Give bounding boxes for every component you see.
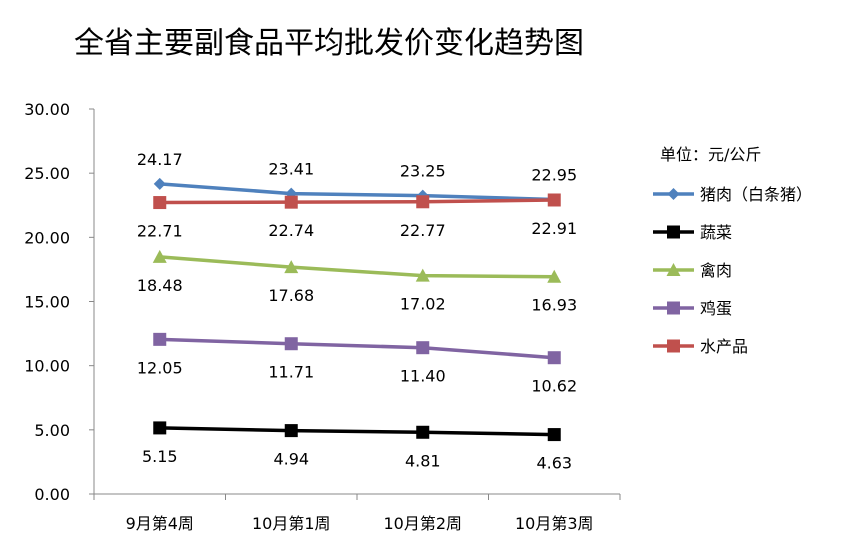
legend-label: 猪肉（白条猪） (700, 185, 812, 204)
legend-item: 猪肉（白条猪） (653, 185, 812, 204)
y-tick-label: 25.00 (24, 164, 70, 183)
legend-item: 水产品 (653, 337, 748, 356)
data-label: 17.02 (400, 295, 446, 314)
series-4 (153, 193, 561, 210)
data-point (153, 421, 167, 435)
data-point (416, 341, 430, 355)
legend-marker (667, 339, 680, 353)
data-label: 11.71 (268, 363, 314, 382)
series-line (159, 255, 555, 279)
data-label: 16.93 (531, 296, 577, 315)
data-point (153, 196, 167, 210)
series-line (159, 337, 555, 360)
y-tick-label: 0.00 (34, 485, 70, 504)
data-label: 4.81 (405, 451, 441, 470)
data-point (416, 425, 430, 439)
legend-label: 禽肉 (700, 261, 732, 280)
legend-marker (666, 263, 681, 276)
y-tick-label: 20.00 (24, 228, 70, 247)
x-tick-label: 10月第1周 (252, 514, 331, 533)
y-tick-label: 15.00 (24, 293, 70, 312)
data-label: 12.05 (137, 358, 183, 377)
data-point (284, 337, 298, 351)
y-tick-label: 5.00 (34, 421, 70, 440)
data-point (153, 177, 166, 190)
series-2 (152, 249, 562, 283)
data-point (284, 260, 299, 274)
data-label: 18.48 (137, 276, 183, 295)
x-tick-label: 9月第4周 (126, 514, 194, 533)
data-point (284, 195, 298, 209)
x-tick-label: 10月第3周 (515, 514, 594, 533)
x-tick-label: 10月第2周 (383, 514, 462, 533)
legend-marker (667, 188, 680, 200)
series-layer (152, 177, 562, 442)
series-line (159, 198, 555, 205)
data-label: 10.62 (531, 377, 577, 396)
data-labels: 24.17 23.41 23.25 22.95 5.15 4.94 4.81 4.63 18.4… (137, 150, 577, 473)
legend-unit-label: 单位：元/公斤 (660, 145, 761, 164)
data-label: 23.41 (268, 160, 314, 179)
legend-label: 水产品 (700, 337, 748, 356)
data-point (547, 269, 562, 283)
legend-label: 鸡蛋 (700, 299, 732, 318)
data-label: 22.74 (268, 221, 314, 240)
y-tick-label: 30.00 (24, 100, 70, 119)
series-line (159, 182, 555, 202)
chart-title: 全省主要副食品平均批发价变化趋势图 (74, 26, 584, 61)
data-point (547, 193, 561, 207)
data-point (416, 195, 430, 209)
legend-marker (667, 225, 680, 239)
data-label: 17.68 (268, 286, 314, 305)
data-label: 23.25 (400, 162, 446, 181)
legend-item: 鸡蛋 (653, 299, 732, 318)
data-point (415, 268, 430, 282)
series-3 (153, 332, 561, 365)
legend-item: 蔬菜 (653, 223, 732, 242)
data-point (547, 428, 561, 442)
data-label: 22.91 (531, 219, 577, 238)
data-label: 22.71 (137, 222, 183, 241)
series-1 (153, 421, 561, 442)
data-point (547, 351, 561, 365)
data-point (153, 332, 167, 346)
y-tick-label: 10.00 (24, 357, 70, 376)
series-line (159, 426, 555, 437)
data-label: 24.17 (137, 150, 183, 169)
data-label: 4.94 (273, 450, 309, 469)
legend-item: 禽肉 (653, 261, 732, 280)
data-point (152, 249, 167, 263)
data-label: 22.77 (400, 221, 446, 240)
axes: 0.00 5.00 10.00 15.00 20.00 25.00 30.00 9月第4周 10… (24, 100, 621, 533)
data-point (284, 424, 298, 438)
legend-label: 蔬菜 (700, 223, 732, 242)
data-label: 4.63 (536, 454, 572, 473)
data-label: 5.15 (142, 447, 178, 466)
data-label: 22.95 (531, 165, 577, 184)
legend-marker (667, 301, 680, 315)
data-label: 11.40 (400, 367, 446, 386)
